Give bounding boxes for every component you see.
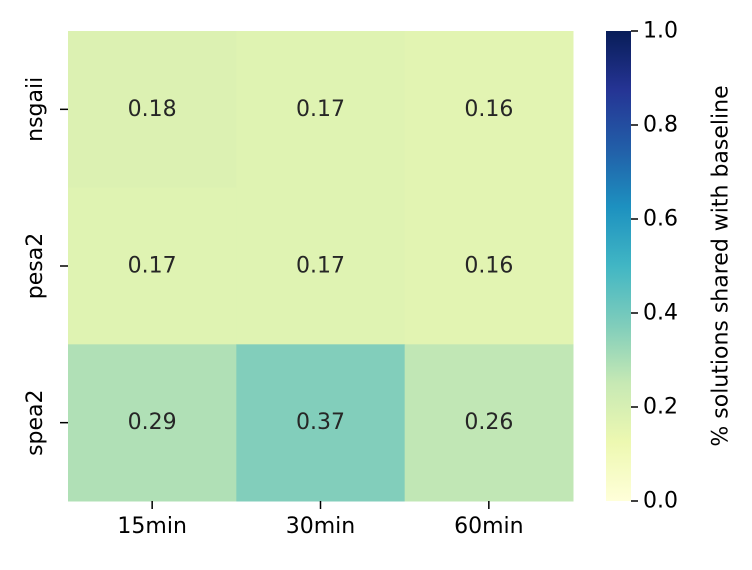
colorbar-tick-label: 0.4 bbox=[643, 301, 678, 326]
heatmap-cells bbox=[68, 31, 574, 502]
cell-value-label: 0.37 bbox=[296, 410, 345, 435]
cell-value-label: 0.18 bbox=[128, 97, 177, 122]
y-tick-label: nsgaii bbox=[23, 77, 48, 142]
x-tick-label: 30min bbox=[286, 514, 355, 539]
heatmap-cell bbox=[236, 31, 406, 189]
heatmap-cell bbox=[404, 187, 574, 345]
x-tick-label: 15min bbox=[117, 514, 186, 539]
heatmap-cell bbox=[68, 344, 237, 502]
heatmap-cell bbox=[68, 187, 237, 345]
colorbar: 0.0 0.2 0.4 0.6 0.8 1.0 % solutions shared wi… bbox=[606, 19, 734, 514]
colorbar-tick-label: 0.2 bbox=[643, 395, 678, 420]
cell-value-label: 0.29 bbox=[128, 410, 177, 435]
colorbar-ticks: 0.0 0.2 0.4 0.6 0.8 1.0 bbox=[631, 19, 678, 514]
cell-value-label: 0.26 bbox=[464, 410, 513, 435]
heatmap-cell bbox=[236, 344, 406, 502]
colorbar-gradient bbox=[606, 31, 631, 501]
colorbar-tick-label: 0.0 bbox=[643, 489, 678, 514]
colorbar-tick-label: 1.0 bbox=[643, 19, 678, 44]
y-tick-label: spea2 bbox=[23, 389, 48, 455]
colorbar-tick-label: 0.6 bbox=[643, 207, 678, 232]
heatmap-cell bbox=[236, 187, 406, 345]
cell-value-label: 0.17 bbox=[296, 97, 345, 122]
cell-value-label: 0.17 bbox=[296, 254, 345, 279]
y-axis: nsgaii pesa2 spea2 bbox=[23, 77, 68, 456]
cell-value-label: 0.16 bbox=[464, 97, 513, 122]
cell-value-label: 0.16 bbox=[464, 254, 513, 279]
cell-value-label: 0.17 bbox=[128, 254, 177, 279]
x-tick-label: 60min bbox=[454, 514, 523, 539]
x-axis: 15min 30min 60min bbox=[117, 501, 524, 539]
y-tick-label: pesa2 bbox=[23, 233, 48, 299]
heatmap-cell bbox=[404, 31, 574, 189]
heatmap-cell bbox=[68, 31, 237, 189]
colorbar-tick-label: 0.8 bbox=[643, 113, 678, 138]
colorbar-label: % solutions shared with baseline bbox=[709, 85, 734, 446]
heatmap-cell bbox=[404, 344, 574, 502]
heatmap-cell-labels: 0.18 0.17 0.16 0.17 0.17 0.16 0.29 0.37 0.26 bbox=[128, 97, 514, 435]
